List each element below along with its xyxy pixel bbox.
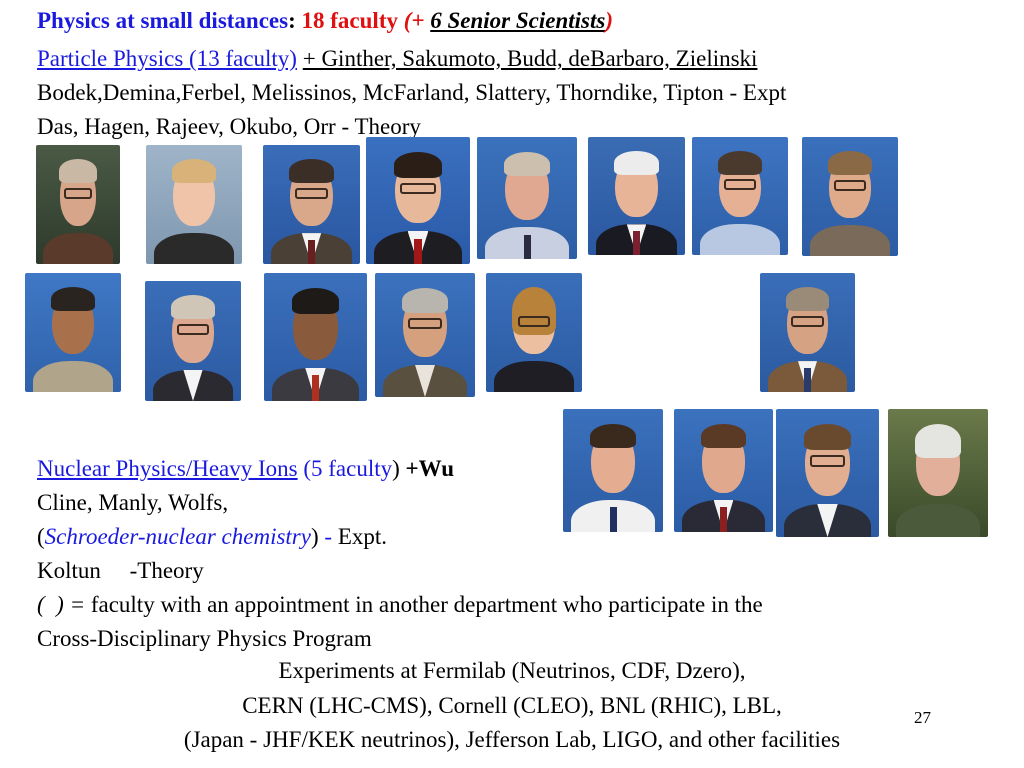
faculty-photo xyxy=(145,281,241,401)
particle-physics-additional: + Ginther, Sakumoto, Budd, deBarbaro, Zi… xyxy=(302,46,758,71)
note-line-2: Cross-Disciplinary Physics Program xyxy=(37,626,372,651)
faculty-photo xyxy=(264,273,367,401)
schroeder-dash: - xyxy=(318,524,338,549)
nuclear-theory-line: Koltun -Theory xyxy=(37,558,204,583)
nuclear-count-close: ) xyxy=(392,456,400,481)
faculty-photo xyxy=(263,145,360,264)
faculty-photo xyxy=(776,409,879,537)
slide-title: Physics at small distances xyxy=(37,8,289,33)
nuclear-physics-heading[interactable]: Nuclear Physics/Heavy Ions xyxy=(37,456,298,481)
schroeder-text: Schroeder-nuclear chemistry xyxy=(44,524,311,549)
faculty-photo xyxy=(760,273,855,392)
faculty-photo xyxy=(486,273,582,392)
faculty-photo xyxy=(588,137,685,255)
senior-scientists: 6 Senior Scientists xyxy=(430,8,606,33)
faculty-photo xyxy=(674,409,773,532)
senior-paren-close: ) xyxy=(605,8,614,33)
faculty-photo xyxy=(366,137,470,264)
schroeder-paren-close: ) xyxy=(310,524,319,549)
faculty-photo xyxy=(692,137,788,255)
faculty-photo xyxy=(36,145,120,264)
nuclear-faculty-count: (5 faculty xyxy=(303,456,393,481)
particle-expt-line: Bodek,Demina,Ferbel, Melissinos, McFarla… xyxy=(37,80,787,105)
experiments-line-1: Experiments at Fermilab (Neutrinos, CDF,… xyxy=(278,658,746,683)
faculty-photo xyxy=(146,145,242,264)
nuclear-physics-line: Nuclear Physics/Heavy Ions (5 faculty) +… xyxy=(37,456,454,482)
nuclear-plus-wu: +Wu xyxy=(405,456,455,481)
particle-physics-line: Particle Physics (13 faculty) + Ginther,… xyxy=(37,46,757,72)
faculty-photo xyxy=(477,137,577,259)
senior-paren-open: (+ xyxy=(403,8,425,33)
particle-theory-line: Das, Hagen, Rajeev, Okubo, Orr - Theory xyxy=(37,114,421,139)
nuclear-names-line: Cline, Manly, Wolfs, xyxy=(37,490,229,515)
schroeder-expt: Expt. xyxy=(337,524,388,549)
title-colon: : xyxy=(288,8,296,33)
experiments-line-3: (Japan - JHF/KEK neutrinos), Jefferson L… xyxy=(183,727,841,752)
faculty-photo xyxy=(563,409,663,532)
faculty-photo xyxy=(888,409,988,537)
page-number: 27 xyxy=(914,708,931,727)
note-symbol: ( ) = xyxy=(37,592,86,617)
faculty-photo xyxy=(802,137,898,256)
note-line-1: ( ) = faculty with an appointment in ano… xyxy=(37,592,763,618)
faculty-count: 18 faculty xyxy=(301,8,398,33)
note-text-1: faculty with an appointment in another d… xyxy=(90,592,763,617)
slide-title-line: Physics at small distances: 18 faculty (… xyxy=(37,8,613,34)
particle-physics-heading[interactable]: Particle Physics (13 faculty) xyxy=(37,46,297,71)
faculty-photo xyxy=(25,273,121,392)
experiments-line-2: CERN (LHC-CMS), Cornell (CLEO), BNL (RHI… xyxy=(242,693,782,718)
faculty-photo xyxy=(375,273,475,397)
schroeder-paren-open: ( xyxy=(37,524,45,549)
schroeder-line: (Schroeder-nuclear chemistry) - Expt. xyxy=(37,524,387,550)
